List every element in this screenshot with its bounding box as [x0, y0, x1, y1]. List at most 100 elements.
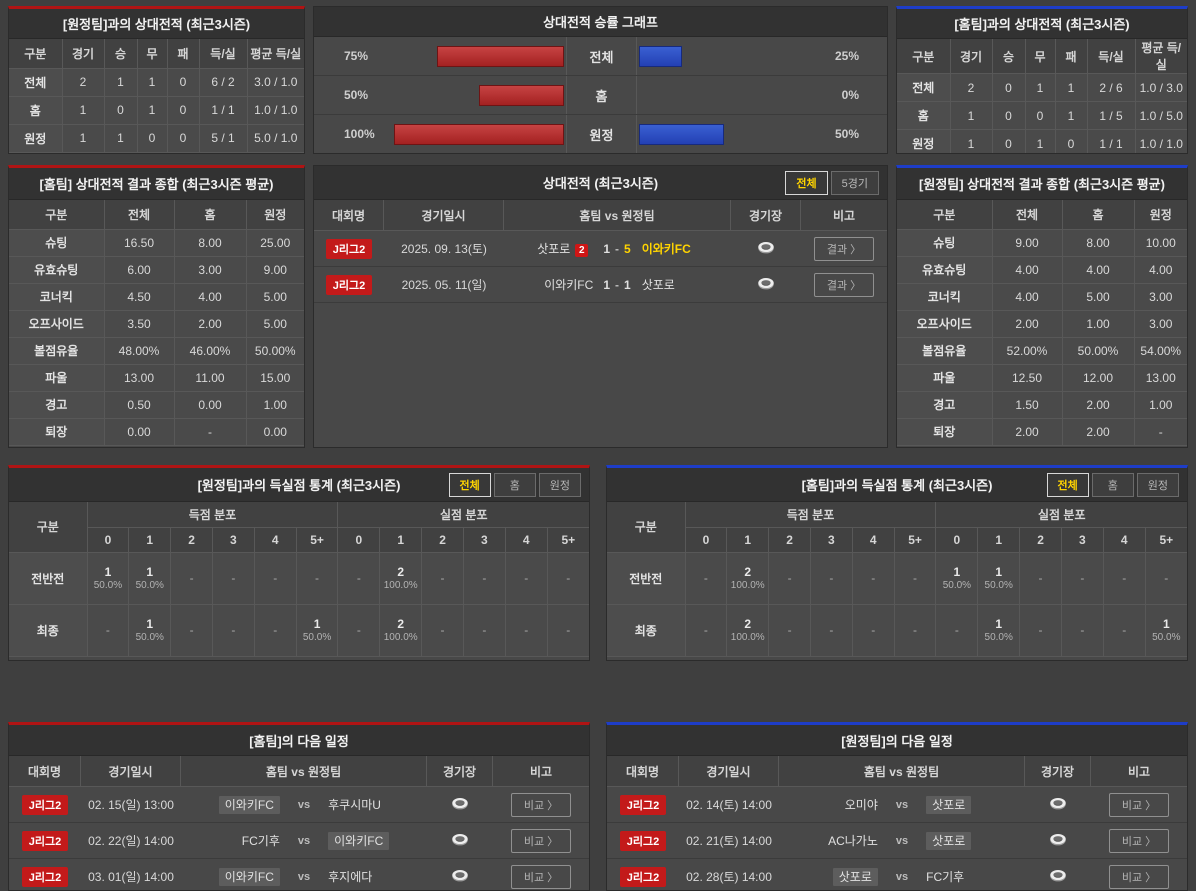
row-label: 전체 — [9, 67, 63, 97]
venue-cell — [731, 267, 801, 302]
dist-cell: - — [211, 603, 255, 657]
value-cell: 9.00 — [991, 228, 1063, 257]
match-history-tab-5경기[interactable]: 5경기 — [830, 170, 879, 195]
value-cell: 8.00 — [1061, 228, 1135, 257]
chart-category-label: 전체 — [566, 37, 637, 75]
row-label: 전반전 — [607, 551, 686, 605]
row-label: 코너킥 — [9, 282, 105, 311]
stat-table: 구분 전체 홈 원정 슈팅 16.50 8.00 25.00 유효슈팅 6.00 3.00 9.00 코… — [9, 200, 304, 446]
panel-title-text: [홈팀]과의 득실점 통계 (최근3시즌) — [801, 478, 993, 493]
stadium-icon[interactable] — [450, 832, 470, 850]
header-row: 0 1 2 3 4 5+ 0 1 2 3 4 5+ — [607, 526, 1187, 553]
value-cell: 1 — [103, 67, 138, 97]
vs-label: vs — [895, 870, 909, 883]
compare-button[interactable]: 비교 〉 — [1108, 864, 1170, 889]
bin-header: 5+ — [295, 526, 339, 553]
dist-cell: 1 50.0% — [128, 551, 172, 605]
bin-header: 4 — [253, 526, 297, 553]
bin-header: 1 — [379, 526, 423, 553]
away-team-cell: 후지에다 — [318, 868, 427, 885]
dist-cell: - — [893, 551, 937, 605]
note-cell: 비교 〉 — [493, 859, 589, 890]
compare-button[interactable]: 비교 〉 — [510, 864, 572, 889]
value-cell: 1 — [1054, 73, 1088, 102]
result-button[interactable]: 결과 〉 — [813, 236, 875, 261]
stadium-icon[interactable] — [450, 868, 470, 886]
compare-button[interactable]: 비교 〉 — [1108, 792, 1170, 817]
bin-header: 3 — [211, 526, 255, 553]
stadium-icon[interactable] — [756, 276, 776, 294]
percentage: 100.0% — [383, 579, 418, 591]
value-cell: 12.50 — [991, 363, 1063, 392]
compare-button[interactable]: 비교 〉 — [1108, 828, 1170, 853]
away-winrate-bar — [639, 45, 682, 67]
panel-title-text: [원정팀] 상대전적 결과 종합 (최근3시즌 평균) — [919, 177, 1165, 192]
corner-header: 구분 — [9, 502, 88, 553]
away-bar-track — [639, 45, 809, 67]
goal-dist-right-tab-원정[interactable]: 원정 — [1136, 472, 1179, 497]
dist-cell: 1 50.0% — [935, 551, 979, 605]
count: 1 — [995, 616, 1003, 631]
match-row: J리그2 2025. 05. 11(일) 이와키FC 1-1 삿포로 결과 〉 — [314, 267, 887, 303]
venue-cell — [427, 787, 493, 822]
column-header: 패 — [166, 39, 200, 69]
value-cell: - — [1133, 417, 1187, 446]
league-cell: J리그2 — [314, 267, 384, 302]
bin-header: 2 — [1019, 526, 1062, 553]
panel-title: 상대전적 (최근3시즌) 전체 5경기 — [314, 166, 887, 200]
home-team-name: 삿포로 — [832, 868, 878, 886]
list-header-row: 대회명 경기일시 홈팀 vs 원정팀 경기장 비고 — [9, 756, 589, 787]
row-label: 경고 — [9, 390, 105, 419]
dist-cell: 1 50.0% — [977, 551, 1021, 605]
value-cell: 0 — [166, 67, 200, 97]
venue-cell — [1025, 787, 1091, 822]
goal-dist-left-tab-원정[interactable]: 원정 — [538, 472, 581, 497]
stadium-icon[interactable] — [1048, 796, 1068, 814]
value-cell: 4.00 — [991, 282, 1063, 311]
value-cell: 1.00 — [245, 390, 304, 419]
bin-header: 1 — [128, 526, 172, 553]
dist-cell: - — [935, 603, 979, 657]
goal-dist-left-tab-전체[interactable]: 전체 — [448, 472, 491, 497]
column-header: 전체 — [103, 200, 175, 230]
dist-cell: - — [86, 603, 130, 657]
note-cell: 비교 〉 — [1091, 823, 1187, 858]
value-cell: 48.00% — [103, 336, 175, 365]
league-badge: J리그2 — [619, 830, 667, 851]
match-datetime: 02. 28(토) 14:00 — [686, 870, 772, 884]
stadium-icon[interactable] — [756, 240, 776, 258]
column-header: 구분 — [897, 200, 993, 230]
away-team-cell: FC기후 — [916, 868, 1025, 885]
dist-cell: - — [504, 551, 548, 605]
table-row: 파울 12.50 12.00 13.00 — [897, 363, 1187, 392]
row-label: 슈팅 — [897, 228, 993, 257]
match-history-tab-전체[interactable]: 전체 — [785, 170, 828, 195]
venue-cell — [427, 859, 493, 890]
header-row: 구분 전체 홈 원정 — [9, 200, 304, 230]
goal-dist-right-tab-홈[interactable]: 홈 — [1091, 472, 1134, 497]
compare-button[interactable]: 비교 〉 — [510, 792, 572, 817]
stadium-icon[interactable] — [1048, 832, 1068, 850]
bin-header: 0 — [685, 526, 728, 553]
value-cell: 10.00 — [1133, 228, 1187, 257]
value-cell: 5.00 — [245, 309, 304, 338]
result-button[interactable]: 결과 〉 — [813, 272, 875, 297]
column-header: 경기일시 — [679, 756, 779, 786]
home-team-name: FC기후 — [241, 834, 280, 848]
compare-button[interactable]: 비교 〉 — [510, 828, 572, 853]
column-header: 득/실 — [198, 39, 248, 69]
goal-dist-left-tab-홈[interactable]: 홈 — [493, 472, 536, 497]
header-row: 구분 경기 승 무 패 득/실 평균 득/실 — [9, 39, 304, 69]
panel-title-text: [원정팀]의 다음 일정 — [841, 733, 953, 749]
teams-cell: 삿포로 vs FC기후 — [779, 859, 1025, 890]
home-team-cell: 오미야 — [779, 796, 888, 813]
table-row: 코너킥 4.00 5.00 3.00 — [897, 282, 1187, 311]
column-header: 비고 — [529, 764, 553, 779]
bin-header: 3 — [462, 526, 506, 553]
stadium-icon[interactable] — [1048, 868, 1068, 886]
stadium-icon[interactable] — [450, 796, 470, 814]
bin-header: 4 — [1102, 526, 1146, 553]
venue-cell — [1025, 859, 1091, 890]
goal-dist-right-tab-전체[interactable]: 전체 — [1046, 472, 1089, 497]
dist-cell: - — [170, 603, 213, 657]
